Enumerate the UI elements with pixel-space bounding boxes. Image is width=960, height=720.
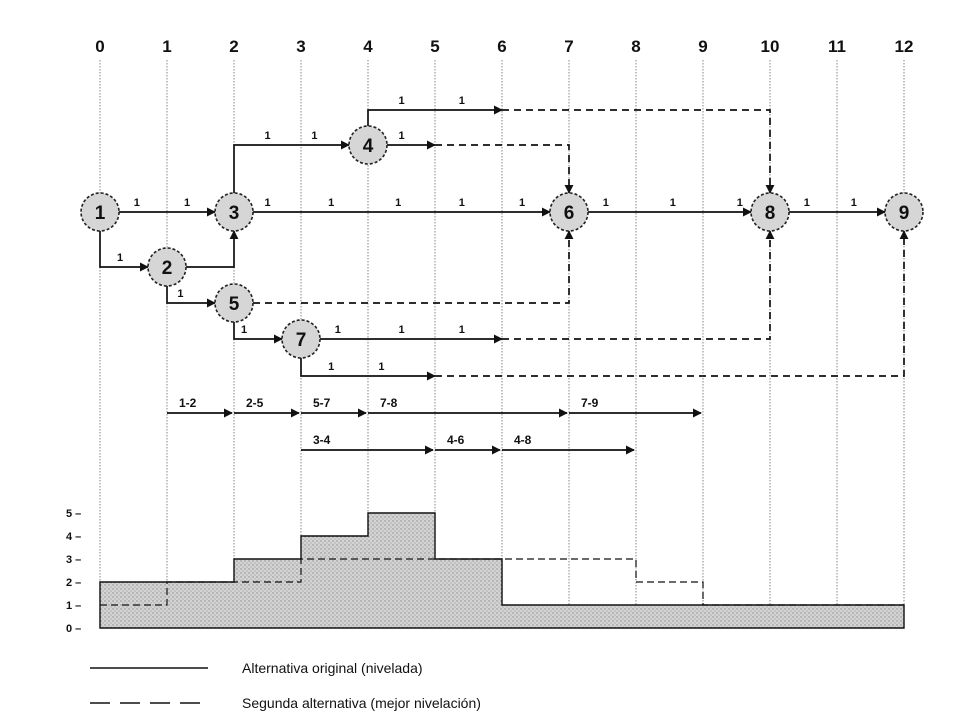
- activity-arrow-7-8-float: [502, 230, 775, 340]
- event-node-4: [348, 125, 388, 165]
- activity-arrow-7-9-float: [435, 230, 909, 377]
- activity-bar-label: 4-6: [447, 433, 465, 447]
- duration-label: 1: [398, 324, 404, 336]
- resource-histogram: 0 – 1 – 2 – 3 – 4 – 5 –: [66, 508, 905, 635]
- time-tick-label: 2: [229, 37, 238, 56]
- resource-y-tick: 2 –: [66, 577, 81, 589]
- activity-bar-label: 5-7: [313, 396, 331, 410]
- activity-arrow-2-5: [166, 286, 216, 308]
- activity-arrow-7-9-solid: [300, 358, 436, 381]
- duration-label: 1: [459, 324, 465, 336]
- time-tick-label: 4: [363, 37, 373, 56]
- time-tick-label: 3: [296, 37, 305, 56]
- time-tick-label: 11: [828, 37, 846, 56]
- event-node-label: 5: [229, 294, 240, 315]
- duration-label: 1: [459, 197, 465, 209]
- time-tick-label: 0: [95, 37, 104, 56]
- activity-arrow-4-8-solid: [367, 105, 503, 126]
- resource-y-tick: 0 –: [66, 623, 81, 635]
- duration-label: 1: [117, 252, 123, 264]
- activity-arrow-1-2: [99, 231, 149, 272]
- event-node-label: 6: [564, 203, 575, 224]
- event-node-9: [884, 192, 924, 232]
- duration-label: 1: [851, 197, 857, 209]
- event-node-7: [281, 319, 321, 359]
- event-node-2: [147, 247, 187, 287]
- time-tick-label: 8: [631, 37, 640, 56]
- duration-label: 1: [241, 324, 247, 336]
- event-node-label: 2: [162, 258, 173, 279]
- event-node-label: 7: [296, 330, 307, 351]
- event-node-label: 3: [229, 203, 240, 224]
- activity-arrow-4-8-float: [502, 109, 775, 194]
- time-axis: 0 1 2 3 4 5 6 7 8 9 10 11 12: [95, 37, 913, 56]
- duration-label: 1: [328, 197, 334, 209]
- legend: Alternativa original (nivelada) Segunda …: [90, 660, 481, 711]
- resource-y-tick: 4 –: [66, 531, 81, 543]
- legend-solid-label: Alternativa original (nivelada): [242, 660, 423, 676]
- duration-label: 1: [177, 288, 183, 300]
- time-tick-label: 6: [497, 37, 506, 56]
- duration-label: 1: [804, 197, 810, 209]
- event-node-3: [214, 192, 254, 232]
- duration-label: 1: [398, 130, 404, 142]
- activity-bar-label: 3-4: [313, 433, 331, 447]
- activity-arrow-5-6-float: [253, 230, 574, 304]
- alternative-resource-profile: [100, 558, 904, 606]
- event-node-8: [750, 192, 790, 232]
- activity-arrow-2-3: [186, 230, 239, 268]
- time-tick-label: 9: [698, 37, 707, 56]
- event-node-label: 4: [363, 136, 374, 157]
- activity-bar-label: 1-2: [179, 396, 197, 410]
- duration-label: 1: [737, 197, 743, 209]
- duration-label: 1: [134, 197, 140, 209]
- duration-label: 1: [378, 361, 384, 373]
- duration-label: 1: [264, 197, 270, 209]
- duration-label: 1: [519, 197, 525, 209]
- duration-label: 1: [603, 197, 609, 209]
- event-node-5: [214, 283, 254, 323]
- duration-label: 1: [311, 130, 317, 142]
- duration-label: 1: [264, 130, 270, 142]
- event-node-6: [549, 192, 589, 232]
- duration-label: 1: [335, 324, 341, 336]
- original-resource-profile: [99, 512, 905, 629]
- duration-label: 1: [459, 95, 465, 107]
- event-node-label: 9: [899, 203, 910, 224]
- event-node-label: 1: [95, 203, 106, 224]
- duration-label: 1: [184, 197, 190, 209]
- resource-y-tick: 1 –: [66, 600, 81, 612]
- activity-bar-label: 2-5: [246, 396, 264, 410]
- resource-y-tick: 3 –: [66, 554, 81, 566]
- duration-labels: 1 1 1 1 1 1 1 1 1 1 1 1 1 1 1 1 1 1 1 1 1 1 1 1 1: [117, 95, 857, 373]
- activity-arrow-4-6-float: [435, 144, 574, 194]
- activity-arrow-5-7: [233, 322, 283, 344]
- time-tick-label: 12: [895, 37, 914, 56]
- time-tick-label: 5: [430, 37, 439, 56]
- time-tick-label: 1: [162, 37, 171, 56]
- activity-bars: 1-2 2-5 5-7 7-8 7-9 3-4 4-6 4-8: [167, 396, 702, 455]
- duration-label: 1: [398, 95, 404, 107]
- duration-label: 1: [328, 361, 334, 373]
- time-tick-label: 10: [761, 37, 780, 56]
- event-node-label: 8: [765, 203, 776, 224]
- time-tick-label: 7: [564, 37, 573, 56]
- activity-bar-label: 7-9: [581, 396, 599, 410]
- activity-arrow-3-4: [233, 140, 350, 193]
- activity-bar-label: 7-8: [380, 396, 398, 410]
- resource-y-tick: 5 –: [66, 508, 81, 520]
- duration-label: 1: [395, 197, 401, 209]
- duration-label: 1: [670, 197, 676, 209]
- activity-arrows: [99, 105, 909, 381]
- legend-dashed-label: Segunda alternativa (mejor nivelación): [242, 695, 481, 711]
- activity-bar-label: 4-8: [514, 433, 532, 447]
- event-node-1: [80, 192, 120, 232]
